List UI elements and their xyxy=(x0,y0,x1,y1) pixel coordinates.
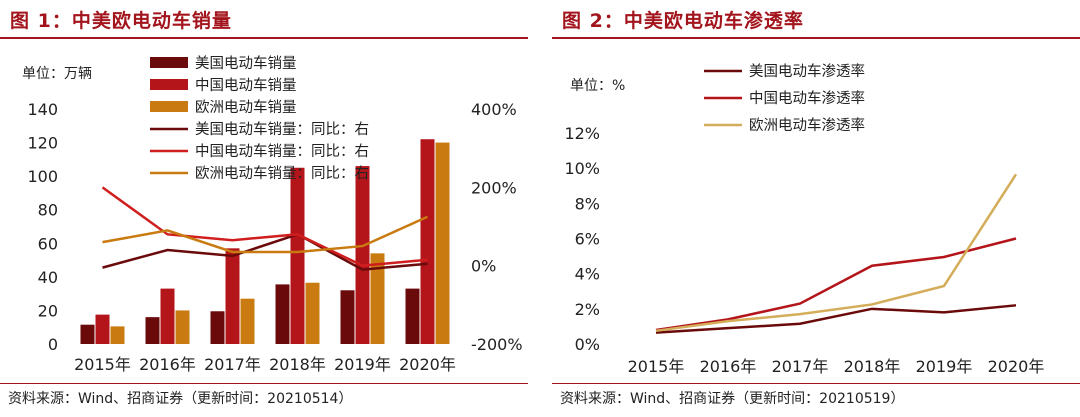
left-axis-tick-label: 60 xyxy=(38,234,58,253)
x-axis-tick-label: 2017年 xyxy=(204,355,261,374)
x-axis-tick-label: 2018年 xyxy=(844,357,901,376)
x-axis-tick-label: 2018年 xyxy=(269,355,326,374)
legend-label: 美国电动车销量 xyxy=(195,55,297,72)
bar-china xyxy=(290,167,305,344)
left-axis-tick-label: 120 xyxy=(27,134,58,153)
left-axis-tick-label: 0 xyxy=(48,335,58,354)
figure-2-bottom-rule xyxy=(552,383,1080,384)
figure-2-panel: 图 2：中美欧电动车渗透率 单位：% 0% 2% 4% 6% 8% 10% 12% 2015年 2… xyxy=(552,0,1080,417)
left-axis-tick-label: 40 xyxy=(38,268,58,287)
y-axis-tick-label: 0% xyxy=(575,335,600,354)
left-axis-tick-label: 100 xyxy=(27,167,58,186)
y-axis-tick-label: 10% xyxy=(564,159,600,178)
bar-us xyxy=(405,288,420,344)
right-axis-tick-label: -200% xyxy=(471,335,523,354)
x-axis-tick-label: 2015年 xyxy=(628,357,685,376)
x-axis-tick-label: 2017年 xyxy=(772,357,829,376)
line-china-yoy xyxy=(101,186,428,267)
left-axis-tick-label: 140 xyxy=(27,100,58,119)
figure-2-top-rule xyxy=(552,37,1080,39)
bar-us xyxy=(275,284,290,344)
left-axis-tick-label: 20 xyxy=(38,301,58,320)
figure-1-bottom-rule xyxy=(0,383,528,384)
bar-china xyxy=(95,314,110,344)
bar-china xyxy=(355,166,370,344)
figure-1-panel: 图 1：中美欧电动车销量 单位：万辆 0 20 40 60 80 100 120 140 -200… xyxy=(0,0,528,417)
figure-1-top-rule xyxy=(0,37,528,39)
right-axis-tick-label: 200% xyxy=(471,178,517,197)
line-china-penetration xyxy=(655,237,1017,332)
figure-1-source: 资料来源：Wind、招商证券（更新时间：20210514） xyxy=(8,391,353,407)
y-axis-tick-label: 6% xyxy=(575,230,600,249)
bar-europe xyxy=(370,253,385,344)
legend-label: 中国电动车渗透率 xyxy=(749,90,865,107)
legend-label: 中国电动车销量：同比：右 xyxy=(195,143,369,160)
y-axis-tick-label: 2% xyxy=(575,300,600,319)
legend-label: 欧洲电动车销量：同比：右 xyxy=(195,165,369,182)
figure-2-title: 图 2：中美欧电动车渗透率 xyxy=(562,10,804,32)
x-axis-tick-label: 2019年 xyxy=(334,355,391,374)
bar-china xyxy=(160,288,175,344)
bar-us xyxy=(340,290,355,344)
legend-label: 中国电动车销量 xyxy=(195,77,297,94)
bar-us xyxy=(80,324,95,344)
bar-europe xyxy=(175,310,190,344)
right-axis-tick-label: 400% xyxy=(471,100,517,119)
legend-swatch xyxy=(150,79,188,90)
legend-label: 美国电动车销量：同比：右 xyxy=(195,121,369,138)
y-axis-tick-label: 8% xyxy=(575,194,600,213)
bar-china xyxy=(420,139,435,344)
line-us-yoy xyxy=(102,232,428,271)
line-europe-penetration xyxy=(655,173,1018,333)
legend-label: 欧洲电动车渗透率 xyxy=(749,117,865,134)
x-axis-tick-label: 2016年 xyxy=(700,357,757,376)
legend-swatch xyxy=(150,57,188,68)
right-axis-tick-label: 0% xyxy=(471,257,496,276)
legend-label: 美国电动车渗透率 xyxy=(749,63,865,80)
x-axis-tick-label: 2020年 xyxy=(988,357,1045,376)
figure-1-title: 图 1：中美欧电动车销量 xyxy=(10,10,232,32)
figure-1-unit-label: 单位：万辆 xyxy=(22,66,92,82)
bar-us xyxy=(145,317,160,344)
bar-europe xyxy=(435,142,450,344)
line-us-penetration xyxy=(655,304,1017,334)
line-europe-yoy xyxy=(102,215,429,254)
y-axis-tick-label: 4% xyxy=(575,265,600,284)
legend-label: 欧洲电动车销量 xyxy=(195,99,297,116)
y-axis-tick-label: 12% xyxy=(564,124,600,143)
bar-europe xyxy=(110,326,125,344)
x-axis-tick-label: 2015年 xyxy=(74,355,131,374)
legend-swatch xyxy=(150,101,188,112)
bar-china xyxy=(225,248,240,344)
figure-2-source: 资料来源：Wind、招商证券（更新时间：20210519） xyxy=(560,391,905,407)
left-axis-tick-label: 80 xyxy=(38,201,58,220)
figure-2-unit-label: 单位：% xyxy=(570,78,625,94)
figure-2-chart: 单位：% 0% 2% 4% 6% 8% 10% 12% 2015年 2016年 2017年 2018年… xyxy=(564,63,1045,376)
bar-europe xyxy=(240,298,255,344)
bar-us xyxy=(210,311,225,344)
x-axis-tick-label: 2020年 xyxy=(399,355,456,374)
bar-europe xyxy=(305,282,320,344)
x-axis-tick-label: 2019年 xyxy=(916,357,973,376)
x-axis-tick-label: 2016年 xyxy=(139,355,196,374)
figure-1-chart: 单位：万辆 0 20 40 60 80 100 120 140 -200% 0% 200% 400% 20… xyxy=(22,55,523,374)
